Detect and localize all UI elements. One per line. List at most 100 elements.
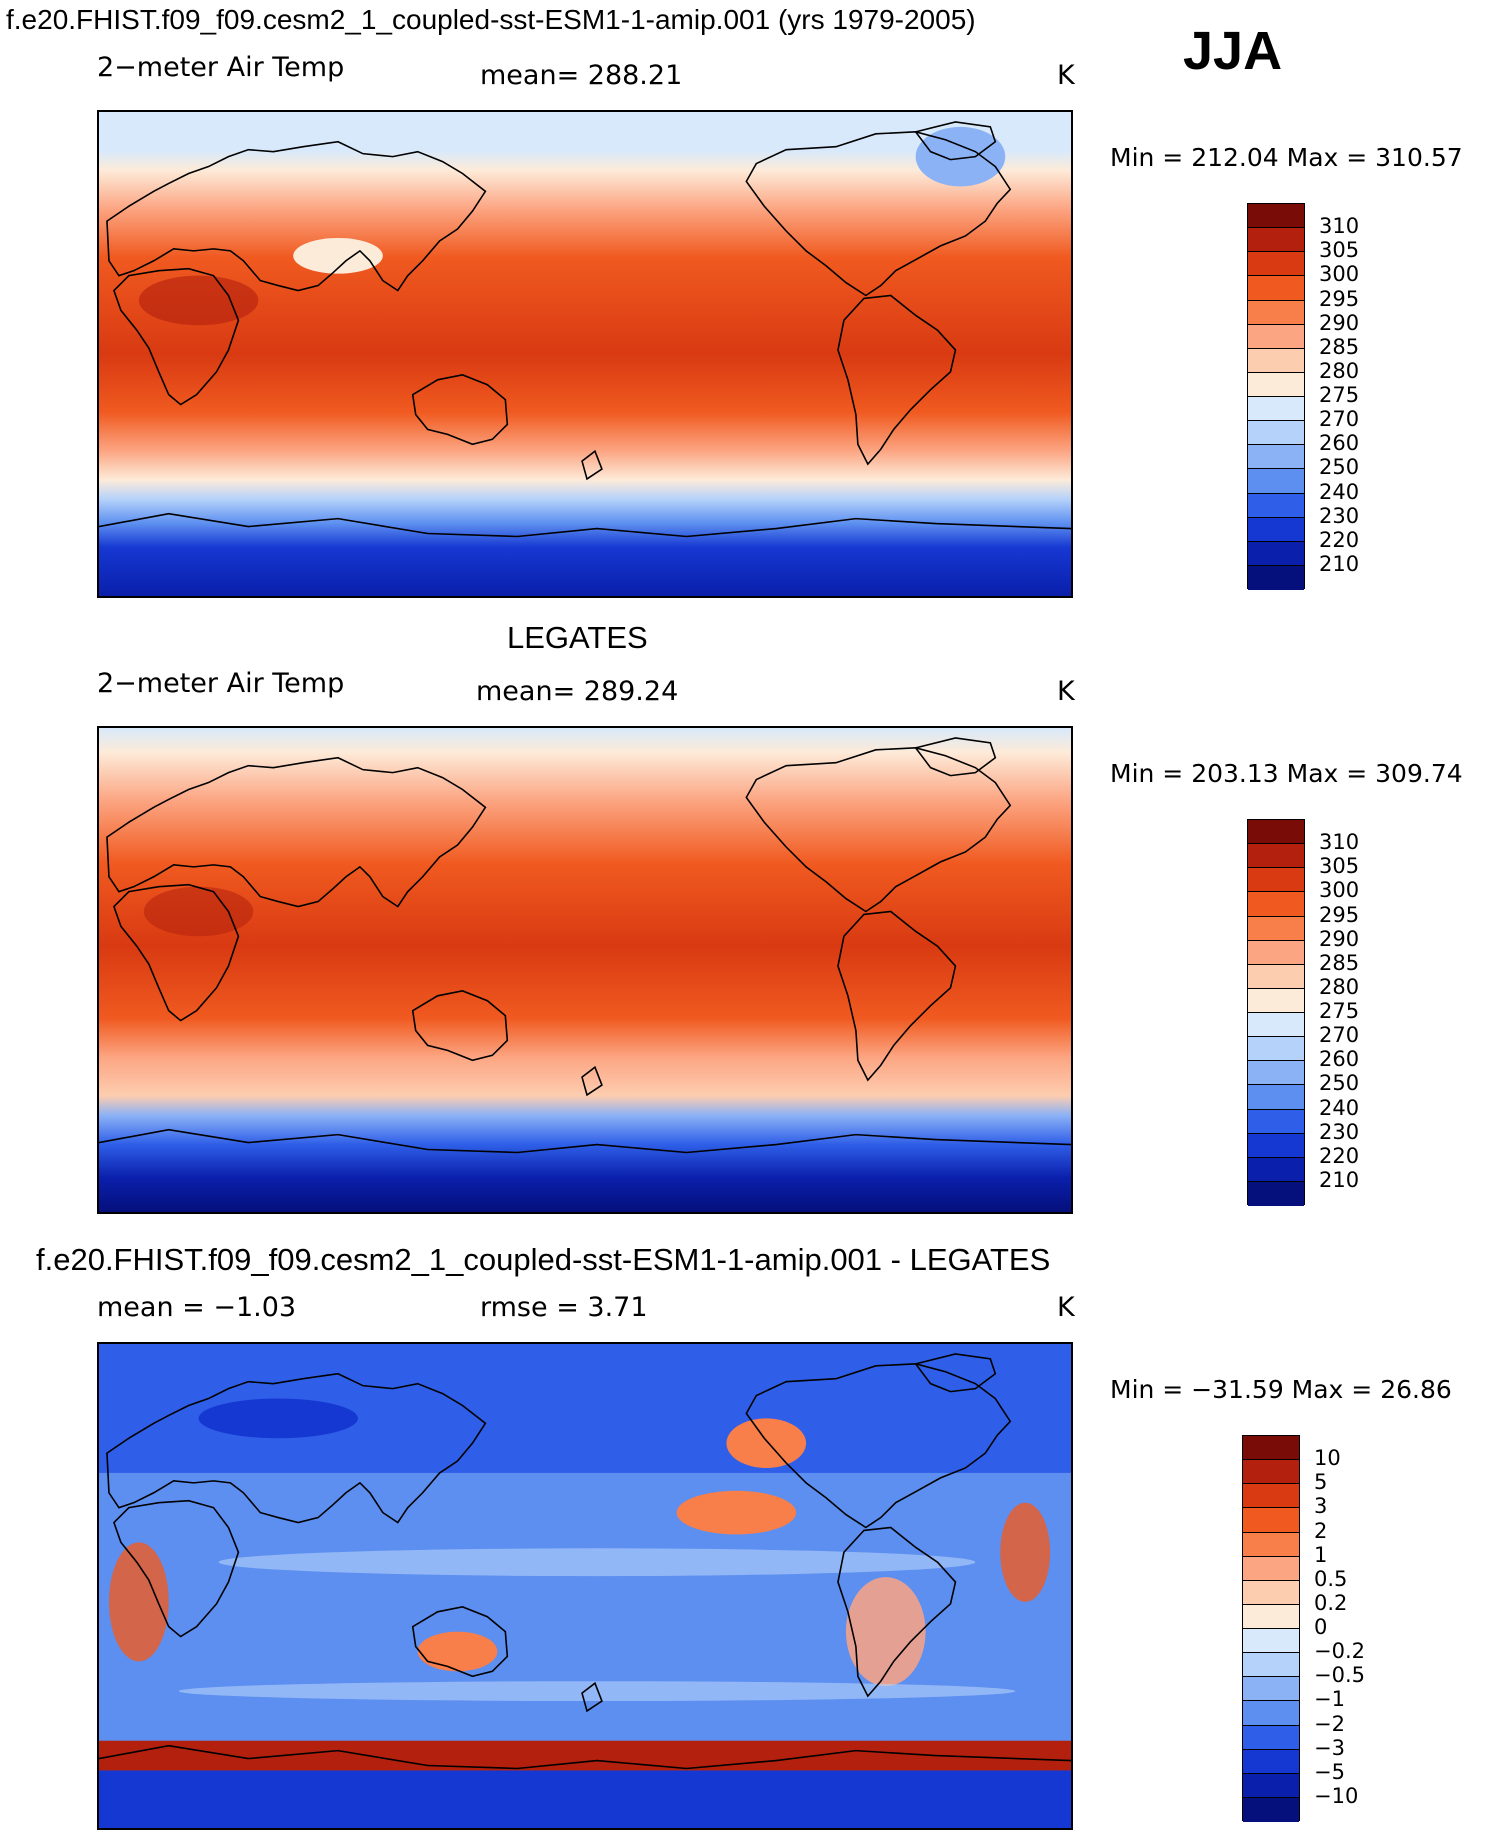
colorbar-tick-label: −0.2 (1314, 1639, 1365, 1664)
colorbar_temp-swatch (1248, 397, 1304, 422)
panel1-units: K (1057, 60, 1075, 91)
colorbar_temp-swatch (1248, 1037, 1304, 1062)
colorbar-tick-label: 240 (1319, 479, 1360, 504)
colorbar-tick-label: 285 (1319, 950, 1360, 975)
colorbar-tick-label: 0.2 (1314, 1590, 1348, 1615)
colorbar_temp-swatch (1248, 1181, 1304, 1206)
colorbar-tick-label: 280 (1319, 358, 1360, 383)
colorbar-tick-label: 310 (1319, 214, 1360, 239)
colorbar_temp-swatch (1248, 988, 1304, 1013)
colorbar-tick-label: −3 (1314, 1735, 1345, 1760)
colorbar-tick-label: 250 (1319, 1071, 1360, 1096)
colorbar_temp-swatch (1248, 372, 1304, 397)
colorbar-tick-label: 260 (1319, 1047, 1360, 1072)
colorbar-tick-label: 305 (1319, 854, 1360, 879)
colorbar_temp-swatch (1248, 1061, 1304, 1086)
colorbar_diff-swatch (1243, 1725, 1299, 1750)
panel2-map (97, 726, 1073, 1214)
colorbar_diff-swatch (1243, 1604, 1299, 1629)
panel3-mean: mean = −1.03 (97, 1292, 297, 1323)
colorbar_temp-swatch (1248, 964, 1304, 989)
colorbar_temp-swatch (1248, 541, 1304, 566)
panel2-title: LEGATES (507, 620, 648, 655)
colorbar_temp-swatch (1248, 276, 1304, 301)
panel1-minmax: Min = 212.04 Max = 310.57 (1110, 143, 1463, 172)
colorbar-tick-label: 300 (1319, 878, 1360, 903)
colorbar-tick-label: 275 (1319, 999, 1360, 1023)
colorbar_temp-swatch (1248, 868, 1304, 893)
colorbar_temp-swatch (1248, 1157, 1304, 1182)
colorbar_diff-swatch (1243, 1629, 1299, 1654)
colorbar_diff-swatch (1243, 1508, 1299, 1533)
colorbar_temp-swatch (1248, 565, 1304, 590)
colorbar_temp-swatch (1248, 820, 1304, 845)
panel3-rmse: rmse = 3.71 (480, 1292, 648, 1323)
colorbar-tick-label: 260 (1319, 431, 1360, 456)
colorbar_temp-swatch (1248, 892, 1304, 917)
colorbar-tick-label: 210 (1319, 551, 1360, 576)
colorbar_diff-swatch (1243, 1701, 1299, 1726)
colorbar-tick-label: 300 (1319, 262, 1360, 287)
colorbar-tick-label: 295 (1319, 902, 1360, 927)
colorbar_temp-swatch (1248, 421, 1304, 446)
colorbar_diff-swatch (1243, 1484, 1299, 1509)
colorbar-tick-label: 230 (1319, 503, 1360, 528)
colorbar-tick-label: −5 (1314, 1759, 1345, 1784)
colorbar_temp-swatch (1248, 916, 1304, 941)
colorbar-tick-label: 220 (1319, 1143, 1360, 1168)
colorbar-tick-label: 295 (1319, 286, 1360, 311)
colorbar-tick-label: 290 (1319, 926, 1360, 951)
colorbar_diff-swatch (1243, 1749, 1299, 1774)
colorbar_temp-swatch (1248, 252, 1304, 277)
colorbar_temp-swatch (1248, 493, 1304, 518)
colorbar-tick-label: 230 (1319, 1119, 1360, 1144)
colorbar-tick-label: 270 (1319, 407, 1360, 432)
colorbar-tick-label: −10 (1314, 1783, 1359, 1808)
colorbar_temp-swatch (1248, 348, 1304, 373)
panel2-units: K (1057, 676, 1075, 707)
panel1-mean: mean= 288.21 (480, 60, 683, 91)
colorbar-tick-label: 290 (1319, 310, 1360, 335)
colorbar-tick-label: 250 (1319, 455, 1360, 480)
colorbar_temp-swatch (1248, 228, 1304, 253)
panel1-map (97, 110, 1073, 598)
colorbar-tick-label: 270 (1319, 1023, 1360, 1048)
colorbar_temp-swatch (1248, 324, 1304, 349)
panel1-colorbar (1247, 203, 1305, 590)
colorbar-tick-label: 210 (1319, 1167, 1360, 1192)
colorbar_diff-swatch (1243, 1773, 1299, 1798)
colorbar_temp-swatch (1248, 1013, 1304, 1038)
colorbar-tick-label: 240 (1319, 1095, 1360, 1120)
colorbar-tick-label: 0.5 (1314, 1566, 1348, 1591)
panel2-variable: 2−meter Air Temp (97, 668, 345, 699)
colorbar_temp-swatch (1248, 1085, 1304, 1110)
colorbar-tick-label: 310 (1319, 830, 1360, 855)
colorbar-tick-label: 10 (1314, 1446, 1341, 1471)
colorbar_temp-swatch (1248, 844, 1304, 869)
panel3-map (97, 1342, 1073, 1830)
colorbar_diff-swatch (1243, 1556, 1299, 1581)
panel3-title: f.e20.FHIST.f09_f09.cesm2_1_coupled-sst-… (36, 1242, 1051, 1277)
colorbar_temp-swatch (1248, 1133, 1304, 1158)
colorbar-tick-label: 0 (1314, 1615, 1328, 1639)
panel3-colorbar (1242, 1435, 1300, 1822)
colorbar-tick-label: −2 (1314, 1711, 1345, 1736)
colorbar_diff-swatch (1243, 1797, 1299, 1822)
panel3-units: K (1057, 1292, 1075, 1323)
colorbar-tick-label: −1 (1314, 1687, 1345, 1712)
colorbar_temp-swatch (1248, 469, 1304, 494)
colorbar-tick-label: 5 (1314, 1470, 1328, 1495)
panel3-minmax: Min = −31.59 Max = 26.86 (1110, 1375, 1452, 1404)
colorbar_diff-swatch (1243, 1677, 1299, 1702)
colorbar_temp-swatch (1248, 300, 1304, 325)
colorbar-tick-label: 2 (1314, 1518, 1328, 1543)
panel1-variable: 2−meter Air Temp (97, 52, 345, 83)
colorbar-tick-label: 285 (1319, 334, 1360, 359)
colorbar-tick-label: 275 (1319, 383, 1360, 407)
colorbar-tick-label: 305 (1319, 238, 1360, 263)
colorbar_temp-swatch (1248, 1109, 1304, 1134)
colorbar_diff-swatch (1243, 1580, 1299, 1605)
season-label: JJA (1183, 21, 1283, 81)
colorbar-tick-label: 220 (1319, 527, 1360, 552)
colorbar_diff-swatch (1243, 1532, 1299, 1557)
